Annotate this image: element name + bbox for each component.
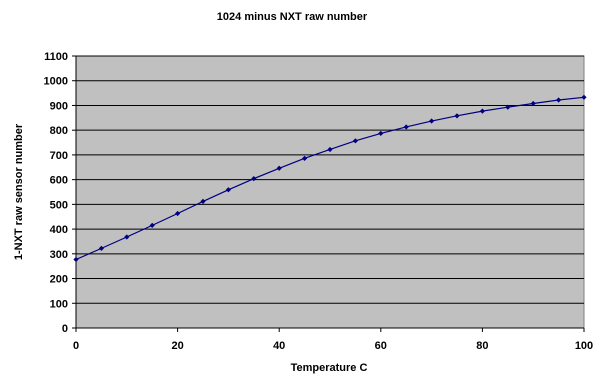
data-point bbox=[403, 124, 409, 130]
x-tick-label: 80 bbox=[476, 340, 488, 352]
data-point bbox=[149, 222, 155, 228]
y-tick-label: 600 bbox=[50, 175, 68, 187]
data-point bbox=[225, 187, 231, 193]
data-point bbox=[454, 113, 460, 119]
plot-background bbox=[75, 55, 585, 329]
data-point bbox=[378, 130, 384, 136]
data-point bbox=[479, 108, 485, 114]
data-point bbox=[581, 94, 587, 100]
gridlines bbox=[75, 55, 584, 329]
y-tick-label: 300 bbox=[50, 249, 68, 261]
y-tick-label: 400 bbox=[50, 224, 68, 236]
data-point bbox=[73, 256, 79, 263]
series-layer bbox=[73, 94, 587, 263]
data-point bbox=[556, 97, 562, 103]
data-point bbox=[530, 100, 536, 107]
y-tick-label: 200 bbox=[50, 274, 68, 286]
y-axis-ticks: 0 100 200 300 400 500 600 700 800 900 1000 1100 bbox=[44, 51, 76, 335]
data-point bbox=[98, 245, 104, 251]
data-point bbox=[251, 176, 257, 182]
x-axis-label: Temperature C bbox=[291, 362, 368, 374]
data-point bbox=[352, 138, 358, 144]
data-point bbox=[200, 198, 206, 204]
y-tick-label: 900 bbox=[50, 100, 68, 112]
y-tick-label: 1000 bbox=[44, 76, 68, 88]
y-tick-label: 500 bbox=[50, 199, 68, 211]
data-point bbox=[276, 165, 282, 171]
plot-area bbox=[75, 55, 585, 329]
data-point bbox=[327, 146, 333, 153]
y-tick-label: 800 bbox=[50, 125, 68, 137]
y-tick-label: 700 bbox=[50, 150, 68, 162]
data-point bbox=[302, 155, 308, 161]
x-tick-label: 0 bbox=[73, 340, 79, 352]
chart-title: 1024 minus NXT raw number bbox=[217, 11, 368, 23]
x-tick-label: 100 bbox=[575, 340, 593, 352]
data-point bbox=[124, 234, 130, 240]
x-axis-ticks: 0 20 40 60 80 100 bbox=[73, 328, 593, 352]
data-point bbox=[505, 104, 511, 110]
data-point bbox=[175, 210, 181, 217]
y-tick-label: 100 bbox=[50, 298, 68, 310]
y-tick-label: 1100 bbox=[44, 51, 68, 63]
data-point bbox=[429, 118, 435, 124]
y-axis-label: 1-NXT raw sensor number bbox=[13, 123, 25, 260]
x-tick-label: 20 bbox=[171, 340, 183, 352]
y-tick-label: 0 bbox=[62, 323, 68, 335]
x-tick-label: 60 bbox=[375, 340, 387, 352]
x-tick-label: 40 bbox=[273, 340, 285, 352]
